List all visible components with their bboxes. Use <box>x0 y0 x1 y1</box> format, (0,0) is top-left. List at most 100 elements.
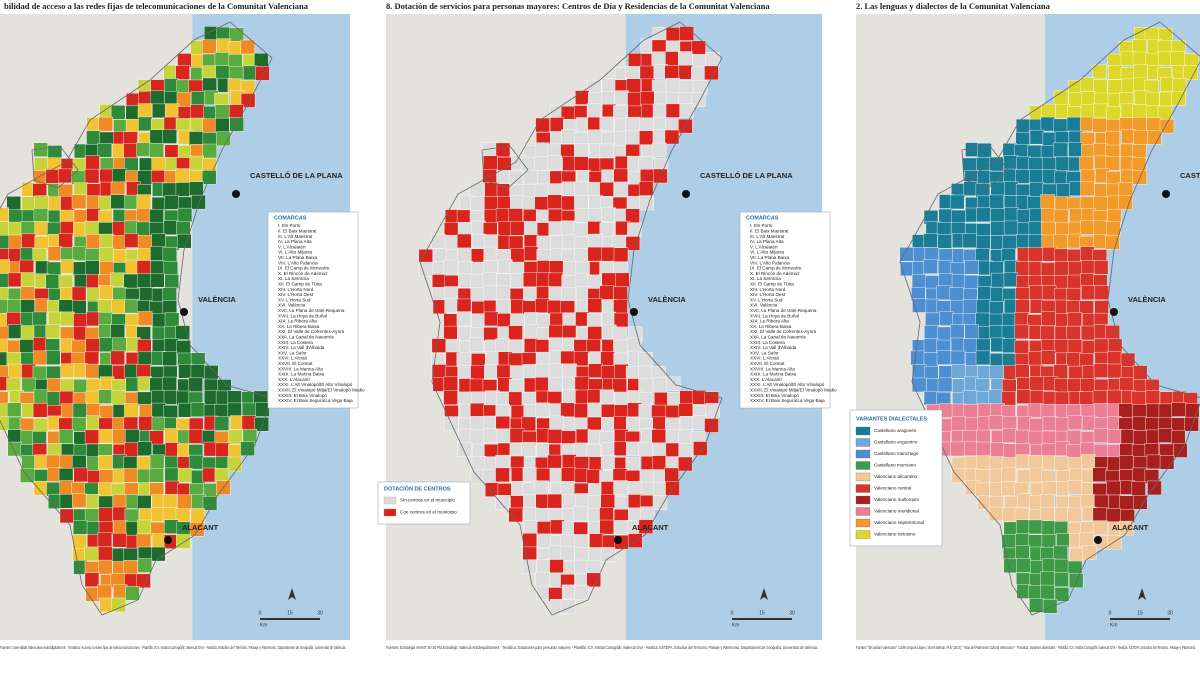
municipality <box>150 260 165 276</box>
municipality <box>523 246 539 261</box>
municipality <box>588 363 603 378</box>
municipality <box>1014 312 1030 327</box>
municipality <box>534 480 549 495</box>
municipality <box>587 326 602 341</box>
municipality <box>963 338 978 353</box>
municipality <box>59 494 75 509</box>
municipality <box>84 429 100 445</box>
municipality <box>1105 235 1120 250</box>
municipality <box>110 194 125 209</box>
municipality <box>1107 351 1122 367</box>
municipality <box>549 117 565 132</box>
municipality <box>1132 430 1148 445</box>
municipality <box>977 170 992 185</box>
municipality <box>471 233 487 249</box>
municipality <box>125 119 141 134</box>
municipality <box>496 285 511 300</box>
municipality <box>1146 403 1161 419</box>
municipality <box>1015 429 1030 445</box>
legend-item: XXIII. La Costera <box>750 340 785 345</box>
scale-unit: Km <box>732 622 740 628</box>
municipality <box>46 391 62 406</box>
municipality <box>1029 129 1045 145</box>
municipality <box>73 467 88 483</box>
municipality <box>586 444 601 459</box>
municipality <box>1170 51 1185 66</box>
municipality <box>1016 389 1032 404</box>
municipality <box>536 286 551 301</box>
municipality <box>496 428 512 443</box>
city-marker <box>180 308 188 316</box>
municipality <box>1001 467 1016 483</box>
municipality <box>175 325 190 340</box>
municipality <box>626 441 641 457</box>
municipality <box>574 403 589 418</box>
municipality <box>469 429 485 445</box>
legend-item: XII. El Camp de Túria <box>750 282 794 287</box>
municipality <box>216 38 231 53</box>
legend-item: XXV. La Safor <box>750 350 779 355</box>
municipality <box>1015 275 1031 290</box>
municipality <box>574 585 589 600</box>
municipality <box>8 234 24 250</box>
municipality <box>664 467 679 483</box>
municipality <box>177 494 192 510</box>
municipality <box>484 364 499 379</box>
municipality <box>1040 507 1055 523</box>
municipality <box>1068 365 1083 381</box>
municipality <box>586 572 601 588</box>
municipality <box>1080 77 1096 92</box>
municipality <box>6 402 22 418</box>
municipality <box>495 416 511 431</box>
municipality <box>227 456 242 472</box>
municipality <box>482 469 498 484</box>
municipality <box>562 389 577 404</box>
municipality <box>652 495 668 510</box>
municipality <box>1107 389 1122 405</box>
municipality <box>149 377 164 393</box>
legend-item: VIII. L'Alto Palancia <box>750 260 790 265</box>
municipality <box>124 298 139 314</box>
municipality <box>443 222 459 237</box>
municipality <box>73 326 88 341</box>
municipality <box>679 26 694 41</box>
municipality <box>1053 545 1068 561</box>
municipality <box>638 156 653 171</box>
municipality <box>665 103 681 119</box>
municipality <box>601 404 616 419</box>
municipality <box>20 272 36 287</box>
source-note: Fuentes: Estrategia AVANT 20-30 Pla Estr… <box>386 645 818 650</box>
municipality <box>214 52 230 67</box>
municipality <box>976 455 992 470</box>
municipality <box>654 392 669 407</box>
north-arrow <box>1138 588 1146 600</box>
municipality <box>471 313 486 328</box>
legend-item: XIII. L'Horta Nord <box>278 287 314 292</box>
municipality <box>125 105 141 120</box>
source-note: Fuentes: Generalitat Valenciana Avantdig… <box>0 645 346 650</box>
municipality <box>136 533 152 549</box>
municipality <box>678 80 694 95</box>
municipality <box>97 482 113 497</box>
municipality <box>1093 220 1108 235</box>
municipality <box>21 233 36 249</box>
municipality <box>1107 338 1123 353</box>
municipality <box>443 390 458 405</box>
municipality <box>678 65 694 80</box>
municipalities <box>0 26 270 613</box>
legend-swatch <box>855 530 871 539</box>
municipality <box>497 156 512 172</box>
municipality <box>137 311 153 326</box>
municipality <box>1040 221 1056 237</box>
municipality <box>548 272 564 288</box>
municipality <box>164 144 180 159</box>
municipality <box>586 313 602 328</box>
municipality <box>1003 443 1018 458</box>
municipality <box>1081 260 1096 275</box>
municipality <box>535 571 550 587</box>
municipality <box>613 299 628 314</box>
municipality <box>1041 520 1057 536</box>
municipality <box>535 298 550 313</box>
municipality <box>588 233 603 249</box>
municipality <box>151 196 167 212</box>
